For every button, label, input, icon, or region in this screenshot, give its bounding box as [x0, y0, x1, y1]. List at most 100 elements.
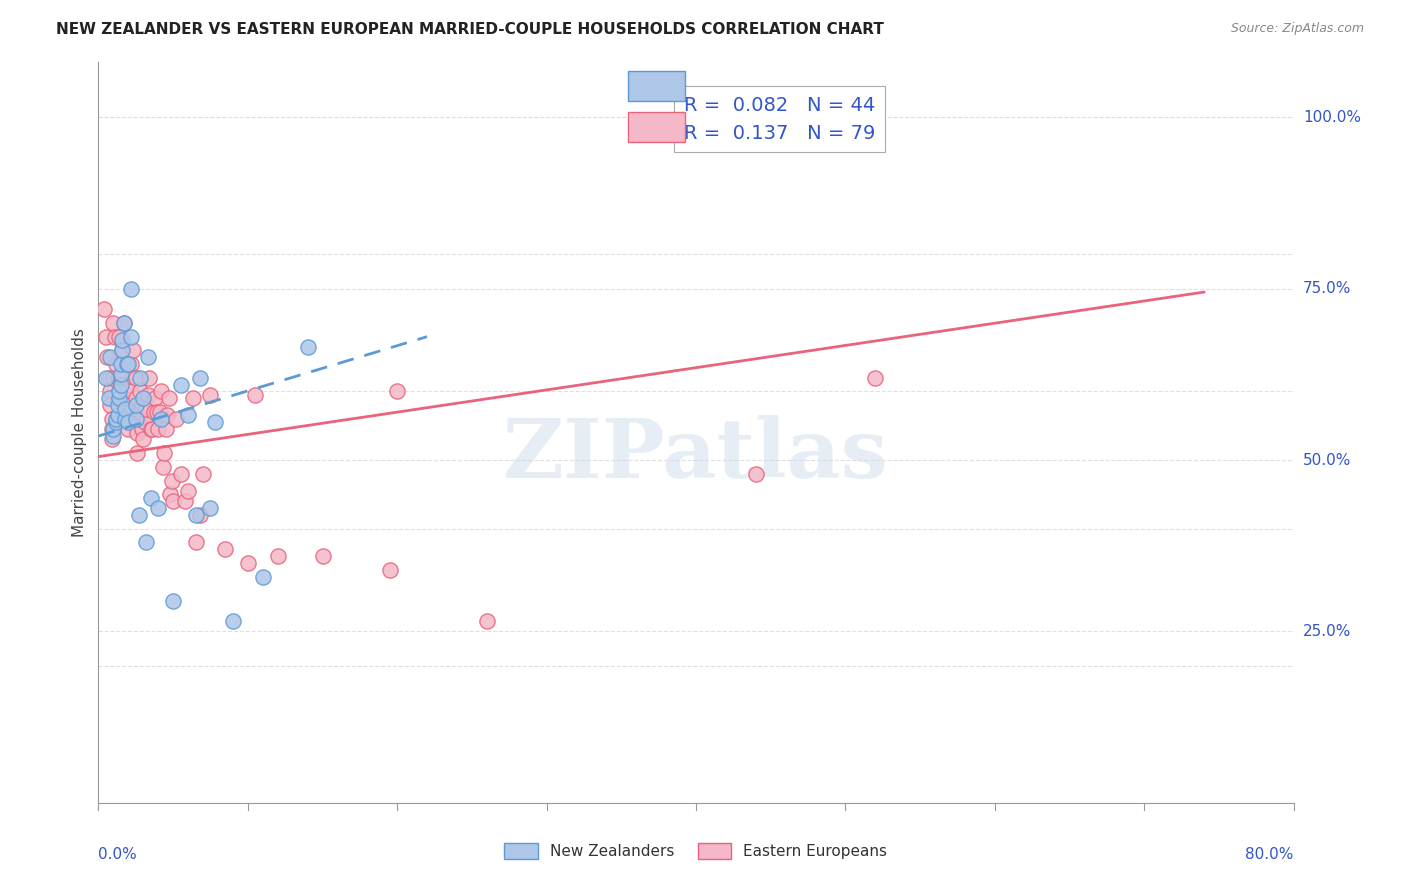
Point [114, 401, 136, 416]
Point [129, 371, 152, 385]
Point [103, 371, 125, 385]
Point [110, 377, 132, 392]
Point [103, 429, 125, 443]
Point [111, 343, 134, 358]
Point [120, 329, 142, 343]
Point [94, 329, 117, 343]
Point [98, 350, 122, 364]
Point [107, 371, 129, 385]
Text: 75.0%: 75.0% [1303, 281, 1351, 296]
Point [129, 405, 152, 419]
Point [865, 371, 887, 385]
Point [112, 316, 135, 330]
Point [101, 422, 124, 436]
Point [162, 593, 184, 607]
Point [136, 388, 159, 402]
Point [252, 569, 274, 583]
Point [97, 392, 120, 406]
Point [191, 467, 214, 481]
Point [475, 614, 498, 628]
Point [110, 371, 132, 385]
Point [117, 357, 139, 371]
Point [136, 350, 159, 364]
Point [138, 371, 160, 385]
Point [114, 392, 136, 406]
Point [118, 405, 141, 419]
Point [214, 542, 236, 557]
Point [385, 384, 409, 399]
Point [110, 412, 132, 426]
Point [107, 409, 129, 423]
Point [132, 392, 155, 406]
Point [115, 377, 138, 392]
Point [121, 343, 143, 358]
Point [135, 535, 157, 549]
Point [236, 556, 259, 570]
Point [125, 398, 148, 412]
Point [188, 371, 211, 385]
Point [148, 501, 170, 516]
Point [139, 491, 162, 505]
Point [139, 422, 162, 436]
Point [96, 350, 118, 364]
Point [177, 409, 200, 423]
Point [153, 446, 176, 460]
Point [103, 422, 125, 436]
Point [115, 357, 138, 371]
Text: R =  0.082   N = 44
R =  0.137   N = 79: R = 0.082 N = 44 R = 0.137 N = 79 [685, 95, 876, 143]
Legend: New Zealanders, Eastern Europeans: New Zealanders, Eastern Europeans [498, 838, 894, 865]
Point [105, 357, 128, 371]
Point [177, 483, 200, 498]
Point [104, 329, 127, 343]
Point [101, 412, 124, 426]
Text: Source: ZipAtlas.com: Source: ZipAtlas.com [1230, 22, 1364, 36]
Point [111, 343, 134, 358]
Point [204, 415, 226, 429]
Point [245, 388, 267, 402]
Text: 0.0%: 0.0% [98, 847, 138, 863]
Point [103, 316, 125, 330]
Point [127, 425, 149, 440]
Point [150, 384, 173, 399]
Text: 50.0%: 50.0% [1303, 452, 1351, 467]
Point [159, 487, 181, 501]
Point [160, 474, 183, 488]
Point [142, 405, 165, 419]
Point [132, 433, 155, 447]
Point [125, 412, 148, 426]
Point [105, 415, 128, 429]
Text: NEW ZEALANDER VS EASTERN EUROPEAN MARRIED-COUPLE HOUSEHOLDS CORRELATION CHART: NEW ZEALANDER VS EASTERN EUROPEAN MARRIE… [56, 22, 884, 37]
Point [110, 368, 132, 382]
Text: 25.0%: 25.0% [1303, 624, 1351, 639]
Point [125, 371, 148, 385]
Point [156, 409, 179, 423]
Point [115, 357, 138, 371]
Bar [628, 112, 685, 142]
Point [111, 333, 134, 347]
Point [169, 467, 191, 481]
Point [222, 614, 245, 628]
Point [128, 412, 150, 426]
Point [108, 329, 131, 343]
Point [127, 446, 149, 460]
Y-axis label: Married-couple Households: Married-couple Households [72, 328, 87, 537]
Point [134, 415, 156, 429]
Point [143, 392, 166, 406]
Point [149, 405, 172, 419]
Point [162, 494, 184, 508]
Text: 100.0%: 100.0% [1303, 110, 1361, 125]
Point [200, 501, 222, 516]
Point [94, 371, 117, 385]
Point [297, 340, 319, 354]
Point [101, 433, 124, 447]
Point [120, 384, 142, 399]
Point [107, 398, 129, 412]
Point [128, 508, 150, 522]
Point [131, 398, 153, 412]
Point [184, 508, 207, 522]
Point [108, 384, 131, 399]
Point [97, 371, 120, 385]
Point [200, 388, 222, 402]
Point [150, 412, 173, 426]
Point [108, 392, 131, 406]
